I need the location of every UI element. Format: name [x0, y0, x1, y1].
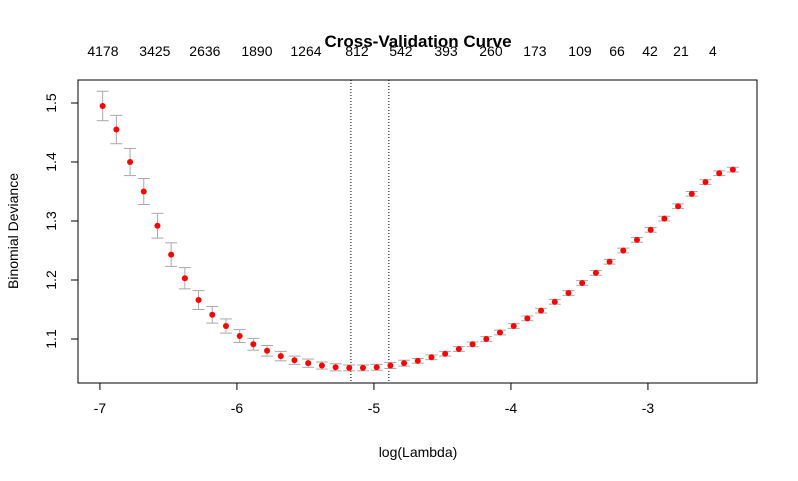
x-tick-label: -7: [94, 400, 107, 416]
top-tick-label: 173: [523, 43, 547, 59]
x-tick-label: -5: [368, 400, 381, 416]
point: [565, 289, 572, 296]
point: [359, 364, 366, 371]
point: [579, 279, 586, 286]
y-tick-label: 1.3: [43, 211, 59, 231]
y-tick-label: 1.2: [43, 270, 59, 290]
point: [113, 126, 120, 133]
x-tick-label: -4: [505, 400, 518, 416]
point: [305, 360, 312, 367]
top-tick-label: 260: [479, 43, 503, 59]
top-tick-label: 66: [609, 43, 625, 59]
point: [496, 329, 503, 336]
y-tick-label: 1.1: [43, 329, 59, 349]
top-tick-label: 812: [345, 43, 369, 59]
top-tick-label: 109: [568, 43, 592, 59]
point: [606, 258, 613, 265]
point: [140, 188, 147, 195]
point: [181, 275, 188, 282]
point: [168, 251, 175, 258]
point: [469, 341, 476, 348]
point: [195, 297, 202, 304]
point: [688, 190, 695, 197]
point: [702, 179, 709, 186]
point: [442, 350, 449, 357]
top-tick-label: 393: [434, 43, 458, 59]
chart-title: Cross-Validation Curve: [324, 32, 511, 51]
point: [387, 362, 394, 369]
point: [483, 335, 490, 342]
point: [401, 360, 408, 367]
point: [127, 159, 134, 166]
point: [524, 315, 531, 322]
point: [620, 247, 627, 254]
point: [209, 311, 216, 318]
point: [675, 203, 682, 210]
point: [592, 269, 599, 276]
point: [346, 364, 353, 371]
x-tick-label: -3: [642, 400, 655, 416]
point: [332, 364, 339, 371]
point: [729, 166, 736, 173]
x-axis-label: log(Lambda): [379, 444, 458, 460]
point: [551, 298, 558, 305]
top-tick-label: 1890: [241, 43, 272, 59]
point: [510, 323, 517, 330]
point: [373, 364, 380, 371]
point: [414, 357, 421, 364]
point: [222, 323, 229, 330]
point: [455, 346, 462, 353]
top-tick-label: 2636: [189, 43, 220, 59]
point: [236, 333, 243, 340]
point: [661, 215, 668, 222]
top-tick-label: 21: [673, 43, 689, 59]
y-tick-label: 1.4: [43, 152, 59, 172]
point: [318, 362, 325, 369]
point: [428, 354, 435, 361]
plot-frame: [77, 79, 758, 384]
point: [633, 236, 640, 243]
top-tick-label: 542: [389, 43, 413, 59]
top-tick-label: 4178: [87, 43, 118, 59]
point: [291, 357, 298, 364]
top-tick-label: 1264: [290, 43, 321, 59]
point: [154, 222, 161, 229]
point: [538, 307, 545, 314]
top-tick-label: 4: [709, 43, 717, 59]
point: [264, 347, 271, 354]
y-tick-label: 1.5: [43, 93, 59, 113]
top-tick-label: 42: [642, 43, 658, 59]
top-tick-label: 3425: [139, 43, 170, 59]
point: [716, 170, 723, 177]
x-tick-label: -6: [231, 400, 244, 416]
point: [647, 226, 654, 233]
point: [250, 341, 257, 348]
y-axis-label: Binomial Deviance: [5, 173, 21, 289]
point: [99, 102, 106, 109]
point: [277, 353, 284, 360]
